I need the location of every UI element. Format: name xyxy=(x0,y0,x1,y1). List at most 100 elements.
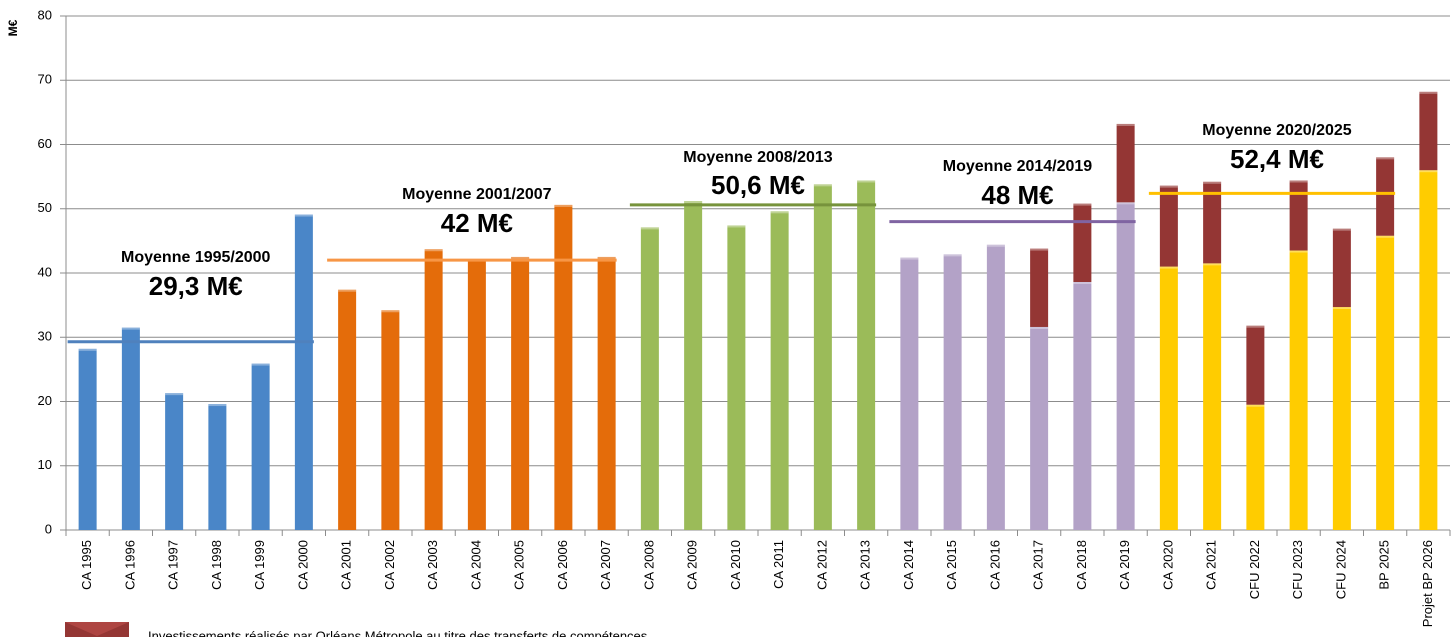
bar xyxy=(381,310,400,530)
average-value: 52,4 M€ xyxy=(1230,144,1324,174)
bar-cap xyxy=(597,256,616,259)
x-tick-label: CA 2006 xyxy=(555,540,570,590)
bar-cap xyxy=(1376,235,1395,238)
average-value: 50,6 M€ xyxy=(711,170,805,200)
y-tick-label: 20 xyxy=(38,393,52,408)
bar-cap xyxy=(1073,203,1092,206)
x-tick-label: CA 2021 xyxy=(1204,540,1219,590)
bar xyxy=(684,201,703,531)
x-tick-label: CA 2008 xyxy=(641,540,656,590)
bar-cap xyxy=(511,256,530,259)
x-tick-label: CA 1996 xyxy=(122,540,137,590)
bar-cap xyxy=(857,180,876,183)
bar xyxy=(1376,157,1395,236)
bar-cap xyxy=(1203,263,1222,266)
average-value: 48 M€ xyxy=(981,180,1053,210)
y-tick-label: 60 xyxy=(38,136,52,151)
bar-cap xyxy=(251,363,270,366)
bar-cap xyxy=(1419,91,1438,94)
bar xyxy=(1289,250,1308,530)
bar xyxy=(1116,123,1135,203)
y-tick-label: 30 xyxy=(38,329,52,344)
y-tick-label: 70 xyxy=(38,72,52,87)
bar-cap xyxy=(1332,307,1351,310)
x-tick-label: CA 2014 xyxy=(901,540,916,590)
bar xyxy=(294,214,313,530)
bar xyxy=(338,289,357,530)
bar-cap xyxy=(1203,181,1222,184)
average-label: Moyenne 2020/2025 xyxy=(1202,122,1352,139)
bar xyxy=(1030,326,1049,530)
bar-cap xyxy=(121,327,140,330)
x-tick-label: CA 2020 xyxy=(1160,540,1175,590)
bar xyxy=(597,256,616,530)
x-tick-label: CA 2007 xyxy=(598,540,613,590)
average-value: 42 M€ xyxy=(441,208,513,238)
x-tick-label: CFU 2024 xyxy=(1333,540,1348,599)
x-tick-label: CA 2011 xyxy=(771,540,786,589)
legend-label: Investissements réalisés par Orléans Mét… xyxy=(148,628,648,637)
x-tick-label: CA 1999 xyxy=(252,540,267,590)
x-tick-label: BP 2025 xyxy=(1377,540,1392,590)
x-tick-label: CA 2018 xyxy=(1074,540,1089,590)
bar-cap xyxy=(986,244,1005,247)
bar-cap xyxy=(770,211,789,214)
bar xyxy=(1203,181,1222,264)
bar-cap xyxy=(1116,123,1135,126)
bar xyxy=(1073,203,1092,282)
y-axis-label: M€ xyxy=(6,19,20,36)
bar-cap xyxy=(900,257,919,260)
bar-cap xyxy=(640,227,659,230)
bar-cap xyxy=(554,204,573,207)
bar xyxy=(1419,170,1438,530)
bar xyxy=(1332,228,1351,308)
x-tick-label: CA 2009 xyxy=(685,540,700,590)
bar xyxy=(1159,185,1178,267)
bar xyxy=(813,184,832,530)
x-tick-label: CA 2010 xyxy=(728,540,743,590)
x-tick-label: CA 2019 xyxy=(1117,540,1132,590)
bar-cap xyxy=(294,214,313,217)
bar-cap xyxy=(1289,180,1308,183)
bar xyxy=(165,393,184,530)
x-tick-label: CA 2015 xyxy=(944,540,959,590)
bar-cap xyxy=(1030,248,1049,251)
average-label: Moyenne 2008/2013 xyxy=(683,149,833,166)
bar xyxy=(727,225,746,530)
bar xyxy=(1289,180,1308,251)
bar xyxy=(986,244,1005,531)
bar-cap xyxy=(165,393,184,396)
bar xyxy=(251,363,270,530)
bar xyxy=(511,256,530,530)
bar xyxy=(943,254,962,530)
bar-cap xyxy=(1289,250,1308,253)
average-value: 29,3 M€ xyxy=(149,271,243,301)
bar-cap xyxy=(1159,185,1178,188)
x-tick-label: CA 2005 xyxy=(512,540,527,590)
bar-cap xyxy=(424,249,443,252)
bar-cap xyxy=(943,254,962,257)
y-tick-label: 80 xyxy=(38,7,52,22)
bar xyxy=(770,211,789,530)
bar-cap xyxy=(813,184,832,187)
x-tick-label: CA 1998 xyxy=(209,540,224,590)
average-label: Moyenne 1995/2000 xyxy=(121,249,271,266)
x-tick-label: Projet BP 2026 xyxy=(1420,540,1435,627)
bar xyxy=(554,204,573,530)
x-tick-label: CA 1997 xyxy=(166,540,181,590)
bar xyxy=(121,327,140,530)
bar xyxy=(1159,266,1178,530)
x-tick-label: CA 2012 xyxy=(814,540,829,590)
x-tick-label: CA 1995 xyxy=(79,540,94,590)
y-tick-label: 0 xyxy=(45,521,52,536)
bar-cap xyxy=(381,310,400,313)
bar-cap xyxy=(1116,202,1135,205)
bar xyxy=(467,259,486,530)
x-tick-label: CFU 2022 xyxy=(1247,540,1262,599)
bar-cap xyxy=(208,404,227,407)
bar xyxy=(208,404,227,530)
bar-cap xyxy=(78,348,97,351)
bar-cap xyxy=(1030,326,1049,329)
bar xyxy=(1246,404,1265,530)
